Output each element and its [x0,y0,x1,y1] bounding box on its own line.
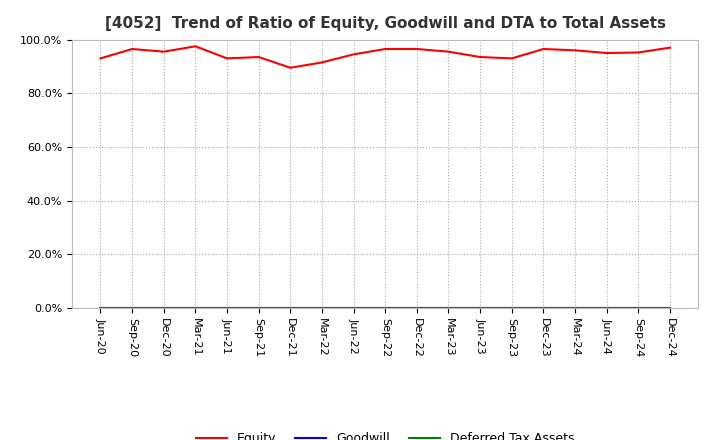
Goodwill [539,305,548,311]
Goodwill [349,305,358,311]
Goodwill [127,305,136,311]
Deferred Tax Assets [634,305,643,311]
Equity [444,49,453,54]
Goodwill [96,305,105,311]
Goodwill [476,305,485,311]
Deferred Tax Assets [508,305,516,311]
Deferred Tax Assets [222,305,231,311]
Goodwill [222,305,231,311]
Legend: Equity, Goodwill, Deferred Tax Assets: Equity, Goodwill, Deferred Tax Assets [191,427,580,440]
Goodwill [413,305,421,311]
Equity [665,45,674,50]
Goodwill [444,305,453,311]
Deferred Tax Assets [603,305,611,311]
Equity [539,46,548,51]
Goodwill [603,305,611,311]
Deferred Tax Assets [254,305,263,311]
Equity [159,49,168,54]
Goodwill [571,305,580,311]
Deferred Tax Assets [96,305,105,311]
Goodwill [665,305,674,311]
Deferred Tax Assets [286,305,294,311]
Equity [381,46,390,51]
Deferred Tax Assets [318,305,326,311]
Equity [127,46,136,51]
Title: [4052]  Trend of Ratio of Equity, Goodwill and DTA to Total Assets: [4052] Trend of Ratio of Equity, Goodwil… [104,16,666,32]
Deferred Tax Assets [571,305,580,311]
Goodwill [191,305,199,311]
Deferred Tax Assets [349,305,358,311]
Equity [96,56,105,61]
Deferred Tax Assets [444,305,453,311]
Equity [254,55,263,60]
Goodwill [634,305,643,311]
Goodwill [286,305,294,311]
Deferred Tax Assets [539,305,548,311]
Goodwill [508,305,516,311]
Equity [222,56,231,61]
Goodwill [159,305,168,311]
Equity [476,55,485,60]
Deferred Tax Assets [381,305,390,311]
Deferred Tax Assets [665,305,674,311]
Equity [413,46,421,51]
Equity [508,56,516,61]
Line: Equity: Equity [101,46,670,68]
Equity [603,50,611,55]
Goodwill [254,305,263,311]
Equity [634,50,643,55]
Deferred Tax Assets [127,305,136,311]
Deferred Tax Assets [413,305,421,311]
Goodwill [318,305,326,311]
Equity [318,60,326,65]
Deferred Tax Assets [159,305,168,311]
Deferred Tax Assets [191,305,199,311]
Equity [571,48,580,53]
Equity [191,44,199,49]
Deferred Tax Assets [476,305,485,311]
Equity [349,52,358,57]
Equity [286,65,294,70]
Goodwill [381,305,390,311]
